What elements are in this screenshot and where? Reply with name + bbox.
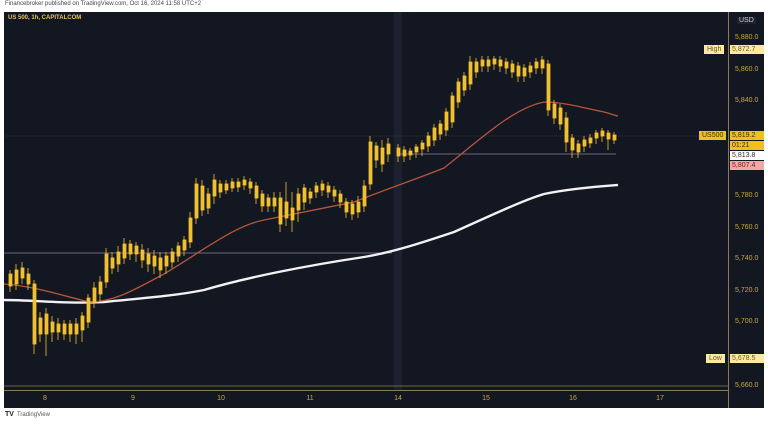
time-axis[interactable]: 8 9 10 11 14 15 16 17 (4, 390, 728, 409)
brand-name: TradingView (16, 411, 50, 418)
time-label: 9 (131, 395, 135, 402)
price-tick: 5,880.0 (735, 34, 759, 41)
symbol-label: US500 (699, 131, 727, 140)
price-tick: 5,780.0 (735, 192, 759, 199)
currency-label: USD (737, 17, 756, 24)
price-tick: 5,740.0 (735, 255, 759, 262)
price-tick: 5,700.0 (735, 318, 759, 325)
chart-title: US 500, 1h, CAPITALCOM (8, 15, 82, 21)
low-label: Low (706, 354, 725, 363)
ma-slow-value-tag: 5,807.4 (730, 161, 764, 170)
bar-countdown: 01:21 (730, 141, 764, 150)
last-price-tag: 5,819.2 (730, 131, 764, 140)
time-label: 10 (217, 395, 225, 402)
price-tick: 5,660.0 (735, 382, 759, 389)
price-plot[interactable] (4, 12, 728, 390)
session-highlight (394, 12, 402, 390)
time-label: 8 (43, 395, 47, 402)
time-label: 16 (569, 395, 577, 402)
candlesticks (8, 56, 617, 356)
chart-panel[interactable]: US 500, 1h, CAPITALCOM (4, 12, 764, 408)
high-value-tag: 5,872.7 (730, 45, 764, 54)
ma-fast-line (4, 101, 619, 303)
ma-slow-line (4, 183, 619, 304)
low-value-tag: 5,678.5 (730, 354, 764, 363)
tradingview-logo-icon: TV (5, 411, 14, 418)
publish-info: Financebroker published on TradingView.c… (5, 1, 202, 7)
time-label: 15 (482, 395, 490, 402)
time-label: 14 (394, 395, 402, 402)
price-tick: 5,720.0 (735, 287, 759, 294)
price-axis[interactable]: USD 5,880.0 5,872.7 5,860.0 5,840.0 5,81… (728, 12, 765, 408)
time-label: 11 (306, 395, 314, 402)
footer: TV TradingView (5, 411, 50, 418)
ma-fast-value-tag: 5,813.8 (730, 151, 764, 160)
time-label: 17 (656, 395, 664, 402)
price-tick: 5,860.0 (735, 66, 759, 73)
high-label: High (704, 45, 725, 54)
price-tick: 5,760.0 (735, 224, 759, 231)
price-tick: 5,840.0 (735, 97, 759, 104)
